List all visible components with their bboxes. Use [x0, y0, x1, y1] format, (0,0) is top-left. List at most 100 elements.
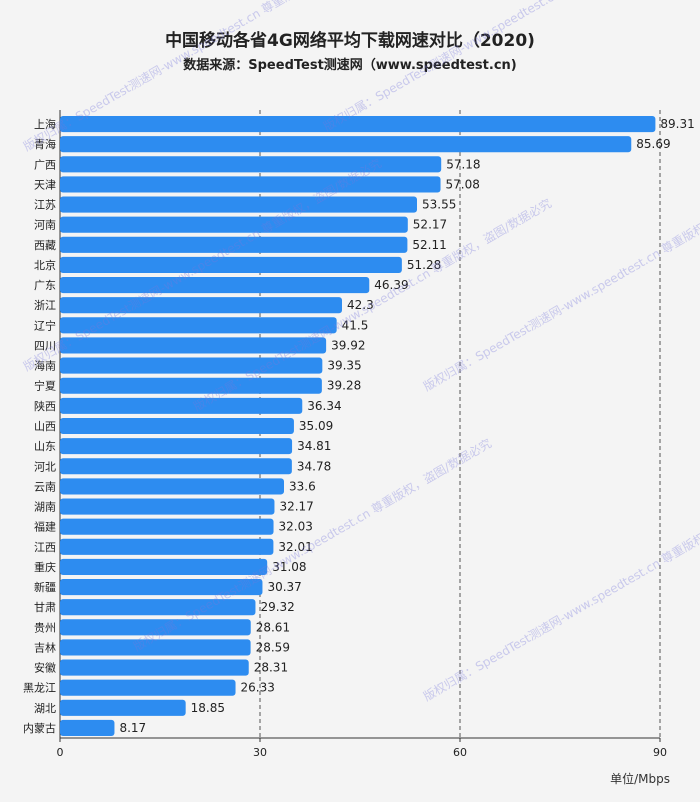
value-label: 52.17 — [413, 218, 447, 232]
category-label: 北京 — [34, 258, 56, 272]
value-label: 8.17 — [119, 721, 146, 735]
bar — [60, 136, 632, 153]
category-label: 广西 — [34, 158, 56, 171]
bar — [60, 236, 408, 253]
bar — [60, 639, 251, 656]
category-label: 内蒙古 — [23, 721, 56, 735]
category-label: 广东 — [34, 279, 56, 292]
value-label: 52.11 — [412, 238, 446, 252]
bar — [60, 619, 251, 636]
bar — [60, 216, 408, 233]
category-label: 宁夏 — [34, 379, 56, 393]
unit-label: 单位/Mbps — [610, 772, 670, 786]
category-label: 河南 — [34, 219, 56, 232]
value-label: 34.78 — [297, 459, 331, 473]
value-label: 32.17 — [279, 500, 313, 514]
value-label: 28.59 — [256, 640, 290, 654]
bar — [60, 458, 292, 475]
value-label: 51.28 — [407, 258, 441, 272]
category-label: 青海 — [34, 137, 56, 151]
value-label: 57.18 — [446, 157, 480, 171]
bar — [60, 196, 417, 213]
value-label: 28.61 — [256, 620, 290, 634]
bar — [60, 417, 294, 435]
category-label: 天津 — [34, 178, 56, 191]
x-tick-label: 30 — [253, 746, 267, 759]
category-label: 吉林 — [34, 640, 56, 654]
category-label: 黑龙江 — [23, 682, 56, 695]
value-label: 33.6 — [289, 479, 316, 493]
value-label: 36.34 — [307, 399, 341, 413]
value-label: 31.08 — [272, 560, 306, 574]
value-label: 30.37 — [267, 580, 301, 594]
bar — [60, 397, 303, 414]
x-tick-label: 90 — [653, 746, 667, 759]
value-label: 39.28 — [327, 379, 361, 393]
value-label: 85.69 — [636, 137, 670, 151]
category-label: 河北 — [34, 460, 56, 473]
category-label: 江西 — [34, 541, 56, 554]
bar — [60, 518, 274, 535]
bar — [60, 297, 342, 314]
bar — [60, 116, 656, 133]
category-label: 福建 — [34, 520, 56, 534]
value-label: 39.35 — [327, 359, 361, 373]
category-label: 江苏 — [34, 199, 56, 212]
value-label: 29.32 — [260, 600, 294, 614]
bar — [60, 337, 327, 354]
value-label: 39.92 — [331, 338, 365, 352]
category-label: 上海 — [34, 117, 56, 131]
category-label: 陕西 — [34, 399, 56, 413]
bar — [60, 578, 263, 596]
bar — [60, 538, 274, 555]
chart-title: 中国移动各省4G网络平均下载网速对比（2020) — [165, 31, 535, 51]
bar — [60, 659, 249, 676]
value-label: 89.31 — [660, 117, 694, 131]
value-label: 34.81 — [297, 439, 331, 453]
value-label: 26.33 — [241, 681, 275, 695]
category-label: 湖北 — [34, 702, 56, 715]
x-tick-label: 0 — [57, 746, 64, 759]
bar — [60, 377, 322, 394]
bar — [60, 357, 323, 374]
value-label: 28.31 — [254, 661, 288, 675]
bar — [60, 438, 293, 455]
category-label: 海南 — [34, 359, 56, 373]
value-label: 57.08 — [446, 177, 480, 191]
value-label: 46.39 — [374, 278, 408, 292]
value-label: 42.3 — [347, 298, 374, 312]
value-label: 32.01 — [278, 540, 312, 554]
category-label: 西藏 — [34, 239, 56, 252]
category-label: 山东 — [34, 440, 56, 453]
bar — [60, 599, 256, 616]
bar — [60, 498, 275, 515]
chart-subtitle: 数据来源：SpeedTest测速网（www.speedtest.cn) — [183, 58, 517, 73]
category-label: 安徽 — [34, 661, 56, 675]
bar — [60, 277, 370, 294]
bar — [60, 478, 284, 495]
category-label: 四川 — [34, 339, 56, 352]
bar — [60, 719, 115, 736]
category-label: 新疆 — [34, 580, 56, 594]
value-label: 53.55 — [422, 198, 456, 212]
category-label: 湖南 — [34, 501, 56, 514]
bar — [60, 176, 441, 193]
category-label: 贵州 — [34, 621, 56, 634]
bar — [60, 679, 236, 696]
category-label: 云南 — [34, 480, 56, 493]
bar — [60, 256, 402, 274]
category-label: 山西 — [34, 420, 56, 433]
value-label: 18.85 — [191, 701, 225, 715]
x-tick-label: 60 — [453, 746, 467, 759]
category-label: 甘肃 — [34, 601, 56, 614]
category-label: 辽宁 — [34, 318, 56, 332]
value-label: 41.5 — [342, 318, 369, 332]
category-label: 重庆 — [34, 560, 56, 574]
bar — [60, 317, 337, 334]
bar — [60, 699, 186, 716]
bar — [60, 558, 268, 575]
value-label: 35.09 — [299, 419, 333, 433]
value-label: 32.03 — [279, 520, 313, 534]
